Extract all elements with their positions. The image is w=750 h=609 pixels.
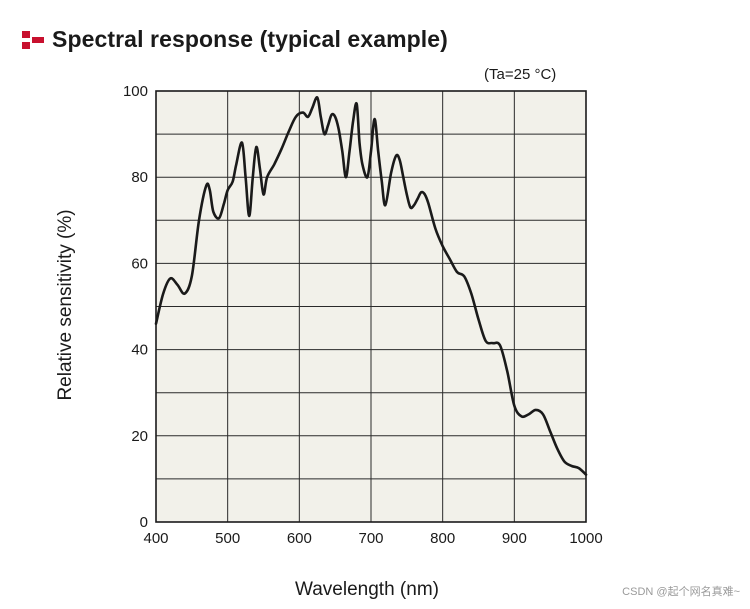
x-tick-label: 600 <box>287 530 312 547</box>
plot-frame <box>155 90 587 523</box>
x-axis-label: Wavelength (nm) <box>295 579 439 600</box>
temperature-condition: (Ta=25 °C) <box>484 66 557 83</box>
x-tick-label: 1000 <box>569 530 602 547</box>
y-tick-label: 100 <box>123 83 148 100</box>
y-tick-label: 40 <box>131 342 148 359</box>
y-tick-label: 80 <box>131 169 148 186</box>
chart-header: Spectral response (typical example) <box>22 26 448 53</box>
red-bar-logo-icon <box>22 30 44 49</box>
x-tick-label: 800 <box>430 530 455 547</box>
x-tick-label: 500 <box>215 530 240 547</box>
x-tick-label: 900 <box>502 530 527 547</box>
sensitivity-curve <box>154 96 588 476</box>
chart-title: Spectral response (typical example) <box>52 26 448 52</box>
x-tick-label: 400 <box>143 530 168 547</box>
y-tick-label: 60 <box>131 255 148 272</box>
y-tick-label: 0 <box>140 514 148 531</box>
watermark: CSDN @起个网名真难~ <box>622 586 740 598</box>
x-tick-label: 700 <box>358 530 383 547</box>
tick-labels: 400 500 600 700 800 900 1000 0 20 40 60 80 100 <box>123 83 603 547</box>
y-tick-label: 20 <box>131 428 148 445</box>
